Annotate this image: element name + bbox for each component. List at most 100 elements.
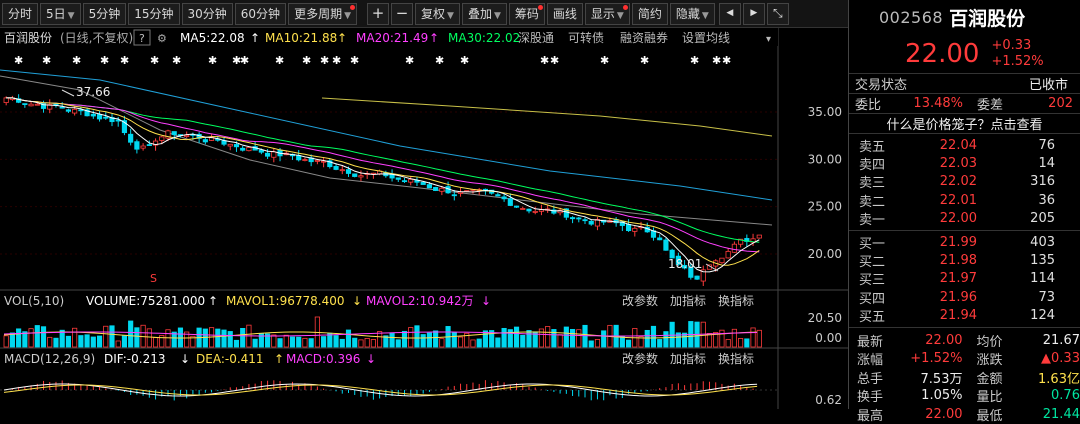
period-button-0[interactable]: 分时 — [2, 2, 39, 25]
event-star-icon[interactable]: ✱ — [72, 54, 81, 67]
chart-link-2[interactable]: 融资融券 — [620, 30, 668, 45]
order-vol: 316 — [1030, 174, 1055, 190]
period-button-2[interactable]: 5分钟 — [82, 2, 127, 25]
order-price: 22.03 — [939, 156, 977, 172]
tool-button-0[interactable]: 复权 ▼ — [415, 2, 460, 25]
candle-body — [507, 198, 513, 206]
stat-k2: 涨跌 — [976, 353, 1003, 369]
ma120-line — [321, 97, 773, 137]
event-star-icon[interactable]: ✱ — [120, 54, 129, 67]
candle-body — [339, 169, 345, 172]
order-vol: 36 — [1038, 192, 1055, 208]
chart-link-0[interactable]: 深股通 — [518, 31, 554, 45]
volume-bar — [731, 328, 737, 348]
zoom-in-button[interactable]: + — [367, 2, 389, 25]
ratio-value: 13.48% — [913, 96, 963, 111]
event-star-icon[interactable]: ✱ — [722, 54, 731, 67]
event-star-icon[interactable]: ✱ — [302, 54, 311, 67]
period-button-1[interactable]: 5日 ▼ — [40, 2, 81, 25]
tool-button-1[interactable]: 叠加 ▼ — [461, 2, 507, 25]
stat-row: 最新 22.00 均价 21.67 — [849, 331, 1080, 350]
volume-bar — [364, 338, 370, 348]
event-star-icon[interactable]: ✱ — [14, 54, 23, 67]
event-star-icon[interactable]: ✱ — [150, 54, 159, 67]
event-star-icon[interactable]: ✱ — [550, 54, 559, 67]
order-price: 21.98 — [939, 253, 977, 269]
volume-bar — [482, 330, 489, 348]
prev-icon[interactable]: ◀ — [718, 2, 741, 25]
settings-icon[interactable]: ⚙ — [157, 32, 167, 45]
volume-bar — [495, 337, 501, 348]
price-cage-text[interactable]: 什么是价格笼子？点击查看 — [886, 118, 1043, 133]
vol-button-1[interactable]: 加指标 — [670, 293, 706, 308]
stat-v: 7.53万 — [920, 371, 963, 387]
period-button-6[interactable]: 更多周期 ▼ — [288, 2, 357, 25]
candle-body — [738, 238, 744, 245]
vol-button-2[interactable]: 换指标 — [718, 293, 754, 308]
order-price: 21.97 — [939, 271, 977, 287]
candle-body — [258, 149, 264, 153]
candle-body — [333, 166, 339, 170]
event-star-icon[interactable]: ✱ — [320, 54, 329, 67]
order-price: 22.00 — [939, 211, 977, 227]
chart-link-1[interactable]: 可转债 — [568, 30, 604, 45]
macd-tick: 0.62 — [815, 393, 842, 407]
order-vol: 124 — [1030, 308, 1055, 324]
macd-button-2[interactable]: 换指标 — [718, 351, 754, 366]
period-button-3[interactable]: 15分钟 — [128, 2, 180, 25]
stat-k2: 量比 — [976, 390, 1003, 406]
event-star-icon[interactable]: ✱ — [460, 54, 469, 67]
event-star-icon[interactable]: ✱ — [240, 54, 249, 67]
candle-body — [420, 181, 426, 185]
event-star-icon[interactable]: ✱ — [435, 54, 444, 67]
tool-button-4[interactable]: 显示 ▼ — [584, 2, 630, 25]
event-star-icon[interactable]: ✱ — [100, 54, 109, 67]
help-box[interactable] — [133, 29, 151, 46]
event-star-icon[interactable]: ✱ — [350, 54, 359, 67]
event-star-icon[interactable]: ✱ — [640, 54, 649, 67]
volume-bar — [464, 332, 470, 348]
event-star-icon[interactable]: ✱ — [42, 54, 51, 67]
event-star-icon[interactable]: ✱ — [275, 54, 284, 67]
chart-link-3[interactable]: 设置均线 — [682, 31, 730, 45]
event-star-icon[interactable]: ✱ — [600, 54, 609, 67]
volume-bar — [507, 329, 513, 348]
order-price: 21.99 — [939, 234, 977, 250]
period-button-4[interactable]: 30分钟 — [181, 2, 233, 25]
macd-button-1[interactable]: 加指标 — [670, 351, 706, 366]
kline-chart[interactable]: 百润股份 (日线,不复权)? ⚙ MA5:22.08 MA10:21.88 MA20:21… — [0, 28, 848, 409]
volume-bar — [551, 329, 557, 348]
event-star-icon[interactable]: ✱ — [232, 54, 241, 67]
tool-button-2[interactable]: 筹码 — [508, 2, 545, 25]
volume-bar — [426, 332, 432, 348]
event-star-icon[interactable]: ✱ — [405, 54, 414, 67]
bid-book: 买一 21.99 403 买二 21.98 135 买三 21.97 114 买四 21.96 73 买… — [849, 231, 1080, 328]
event-star-icon[interactable]: ✱ — [712, 54, 721, 67]
low-pointer — [705, 263, 719, 272]
tool-button-5[interactable]: 简约 — [631, 2, 668, 25]
event-star-icon[interactable]: ✱ — [332, 54, 341, 67]
price-cage-link[interactable]: 什么是价格笼子？点击查看 — [849, 114, 1080, 134]
zoom-out-button[interactable]: − — [391, 2, 413, 25]
dropdown-arrow-icon: ▼ — [67, 10, 75, 21]
tool-button-3[interactable]: 画线 — [546, 2, 583, 25]
event-star-icon[interactable]: ✱ — [208, 54, 217, 67]
volume-bar — [271, 334, 277, 348]
period-button-5[interactable]: 60分钟 — [234, 2, 287, 25]
event-star-icon[interactable]: ✱ — [540, 54, 549, 67]
help-icon[interactable]: ? — [139, 32, 145, 45]
expand-icon[interactable]: ⤡ — [766, 2, 789, 25]
macd-button-0[interactable]: 改参数 — [622, 351, 658, 366]
dif-value: DIF:-0.213 — [104, 352, 165, 366]
volume-bar — [171, 331, 177, 348]
ma5-line — [6, 97, 760, 273]
event-star-icon[interactable]: ✱ — [690, 54, 699, 67]
next-icon[interactable]: ▶ — [742, 2, 765, 25]
candle-body — [22, 103, 28, 105]
candle-body — [532, 210, 538, 213]
tool-button-6[interactable]: 隐藏 ▼ — [669, 2, 715, 25]
order-price: 22.04 — [939, 137, 977, 153]
vol-button-0[interactable]: 改参数 — [622, 293, 658, 308]
event-star-icon[interactable]: ✱ — [172, 54, 181, 67]
volume-bar — [134, 327, 140, 348]
